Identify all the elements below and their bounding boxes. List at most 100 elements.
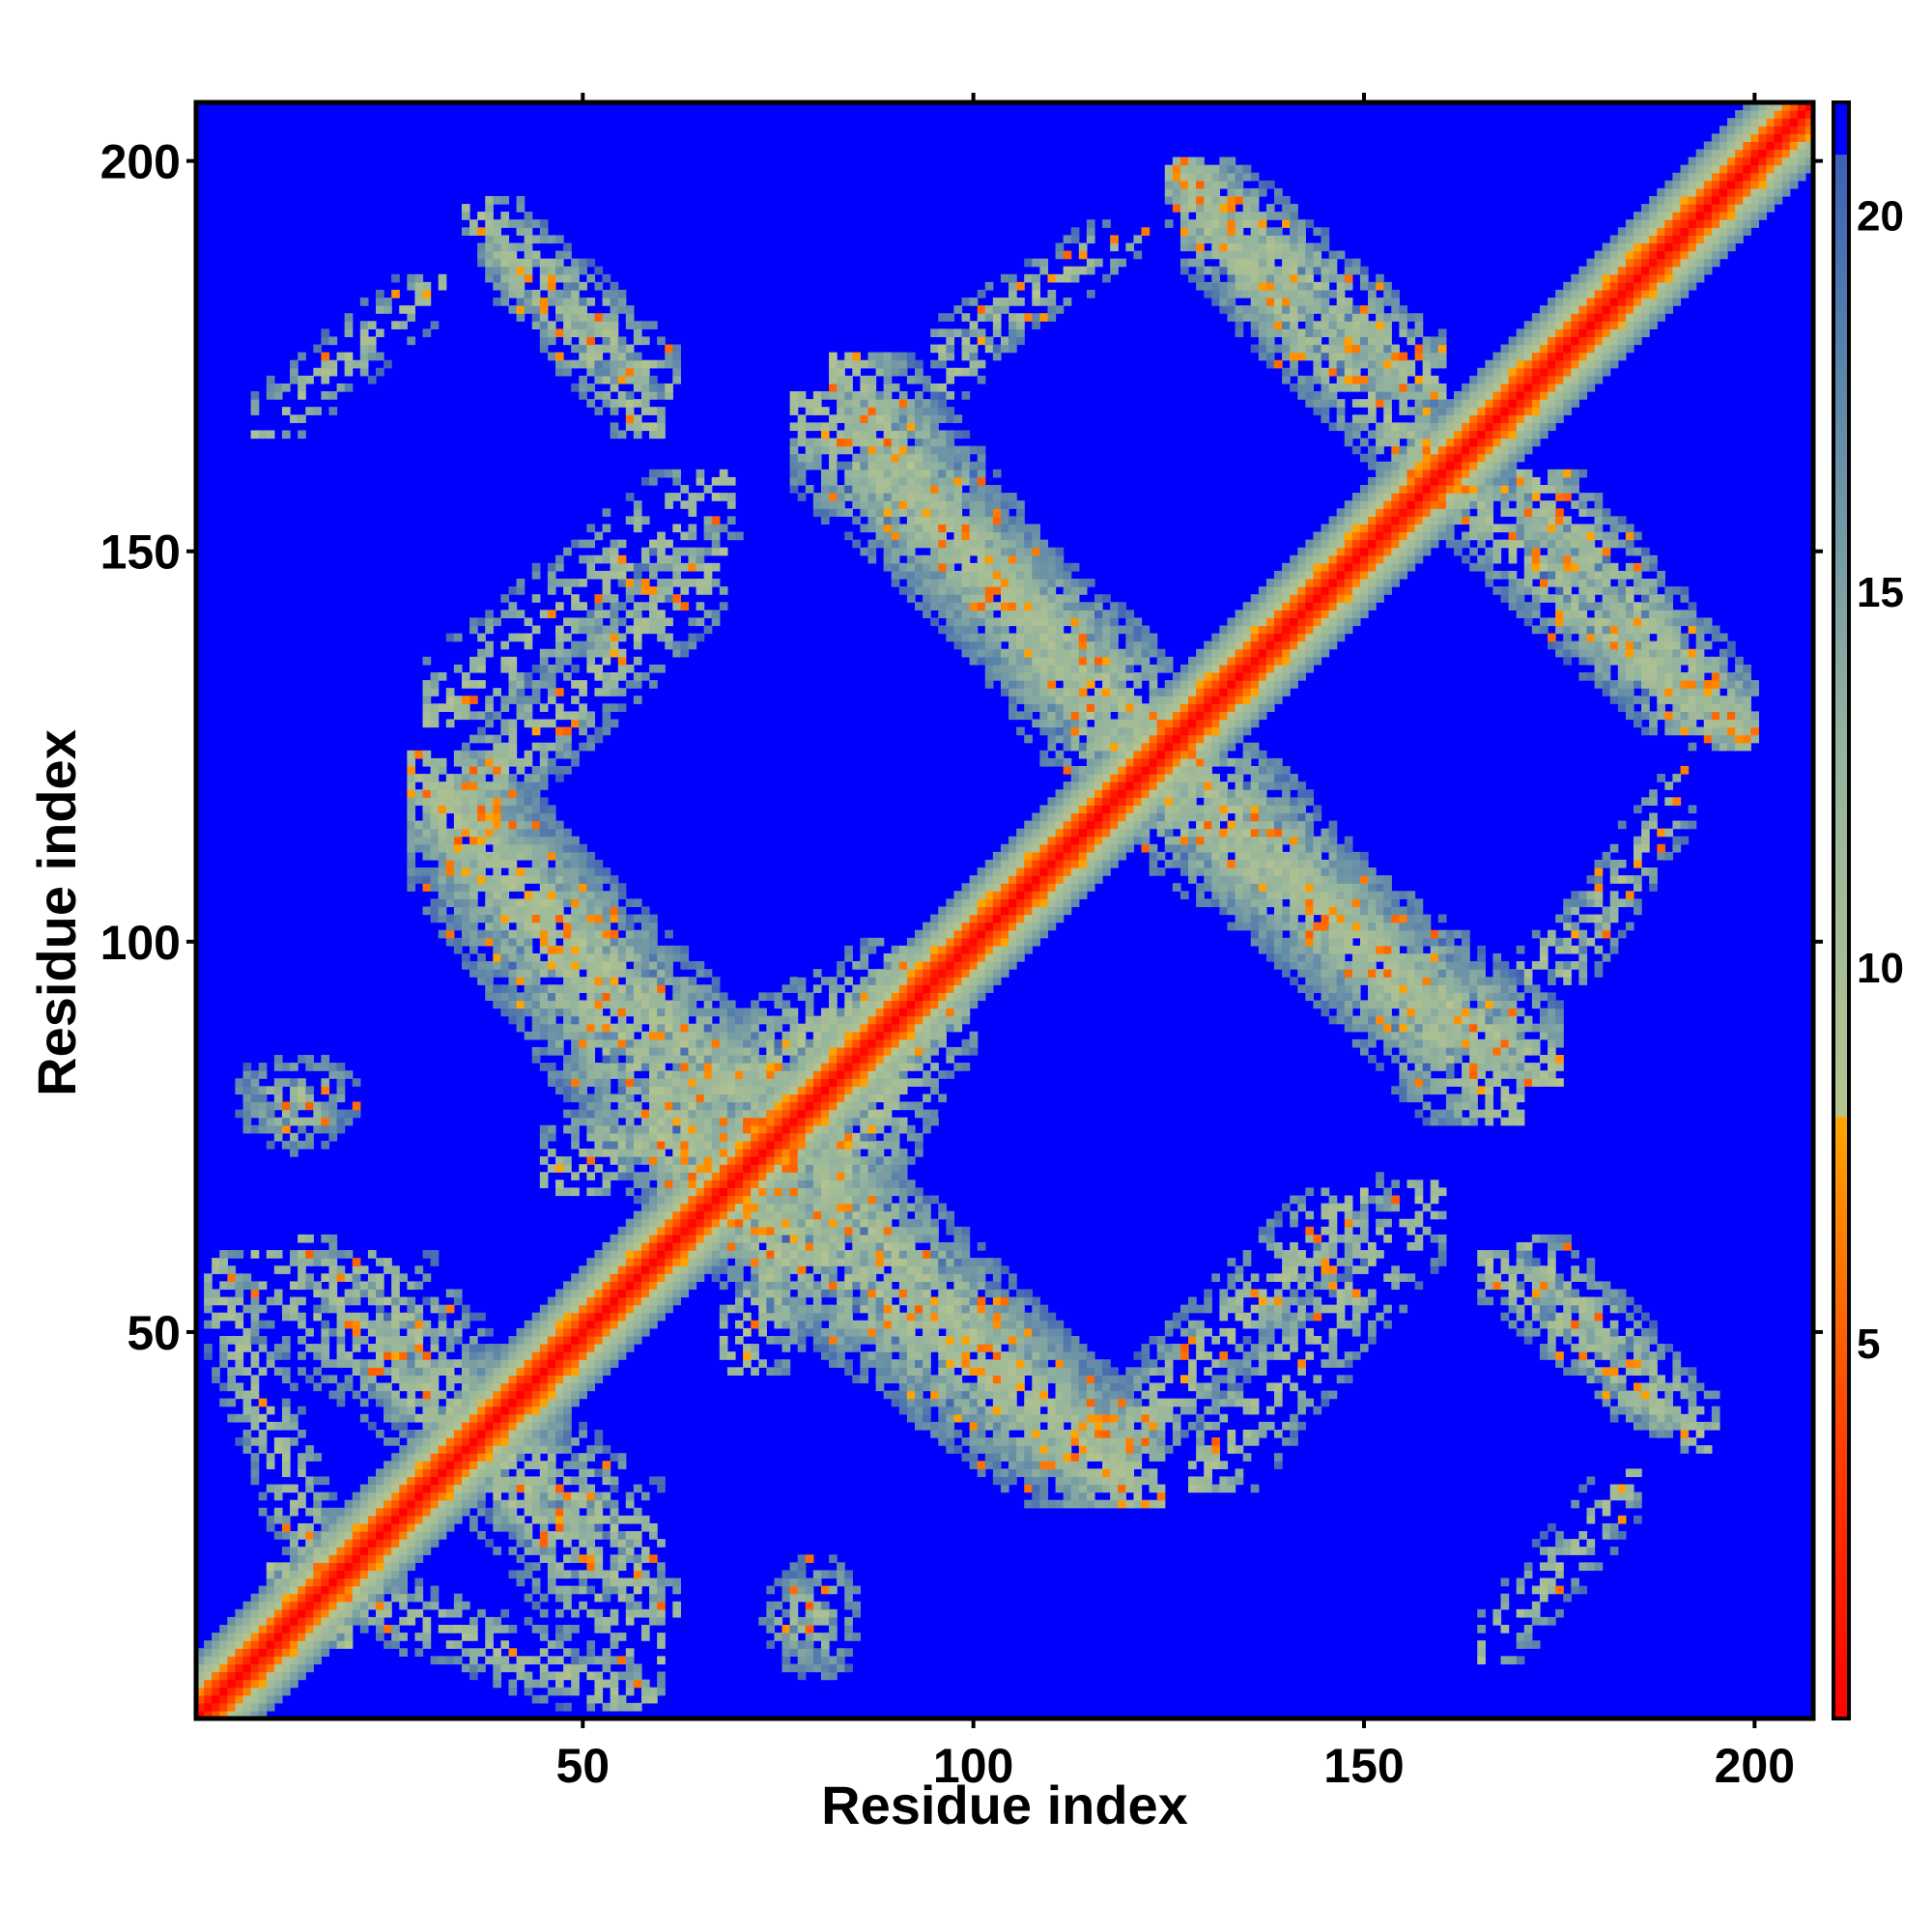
- heatmap-cell: [563, 992, 572, 1002]
- heatmap-cell: [469, 1312, 478, 1321]
- heatmap-cell: [469, 1492, 478, 1501]
- heatmap-cell: [212, 1679, 220, 1689]
- heatmap-cell: [633, 414, 642, 423]
- heatmap-cell: [703, 1226, 713, 1236]
- heatmap-cell: [273, 1593, 283, 1603]
- heatmap-cell: [602, 945, 611, 954]
- heatmap-cell: [594, 1531, 604, 1540]
- heatmap-cell: [594, 375, 604, 384]
- heatmap-cell: [751, 1156, 759, 1165]
- heatmap-cell: [657, 1117, 666, 1126]
- heatmap-cell: [640, 1210, 650, 1220]
- heatmap-cell: [640, 1124, 650, 1134]
- heatmap-cell: [539, 937, 549, 947]
- heatmap-cell: [524, 984, 533, 993]
- heatmap-cell: [531, 1398, 541, 1407]
- heatmap-cell: [711, 1063, 721, 1071]
- heatmap-cell: [781, 1663, 791, 1673]
- heatmap-cell: [422, 1367, 432, 1376]
- heatmap-cell: [758, 1172, 767, 1180]
- heatmap-cell: [531, 688, 541, 696]
- heatmap-cell: [758, 1327, 767, 1337]
- heatmap-cell: [290, 1250, 298, 1259]
- heatmap-cell: [555, 867, 564, 876]
- heatmap-cell: [539, 797, 549, 806]
- heatmap-cell: [555, 1429, 564, 1438]
- heatmap-cell: [321, 1273, 330, 1282]
- heatmap-cell: [781, 1312, 791, 1321]
- heatmap-cell: [477, 1344, 486, 1352]
- heatmap-cell: [649, 961, 658, 970]
- heatmap-cell: [367, 1327, 377, 1337]
- heatmap-cell: [688, 617, 697, 627]
- heatmap-cell: [321, 1531, 330, 1540]
- heatmap-cell: [617, 602, 627, 611]
- heatmap-cell: [399, 1499, 408, 1509]
- heatmap-cell: [508, 1351, 518, 1360]
- heatmap-cell: [657, 1109, 666, 1119]
- heatmap-cell: [563, 328, 572, 338]
- heatmap-cell: [735, 1172, 744, 1180]
- heatmap-cell: [657, 336, 666, 346]
- heatmap-cell: [453, 1625, 463, 1634]
- heatmap-cell: [376, 1359, 384, 1368]
- heatmap-cell: [774, 1187, 783, 1197]
- heatmap-cell: [258, 1094, 268, 1103]
- heatmap-cell: [414, 1585, 424, 1595]
- heatmap-cell: [625, 1273, 635, 1282]
- heatmap-cell: [555, 1562, 564, 1572]
- heatmap-cell: [461, 1359, 470, 1368]
- heatmap-cell: [665, 969, 673, 978]
- heatmap-cell: [805, 1195, 814, 1205]
- heatmap-cell: [430, 1593, 440, 1603]
- heatmap-cell: [266, 1461, 275, 1469]
- heatmap-cell: [563, 977, 572, 985]
- heatmap-cell: [298, 1320, 306, 1329]
- heatmap-cell: [422, 703, 432, 712]
- heatmap-cell: [594, 937, 604, 947]
- heatmap-cell: [812, 1601, 822, 1610]
- heatmap-cell: [571, 1038, 580, 1048]
- heatmap-cell: [250, 1421, 260, 1431]
- heatmap-cell: [321, 1320, 330, 1329]
- heatmap-cell: [571, 640, 580, 650]
- heatmap-cell: [812, 1250, 822, 1259]
- heatmap-cell: [594, 859, 604, 868]
- heatmap-cell: [547, 1687, 556, 1696]
- heatmap-cell: [610, 1289, 619, 1298]
- heatmap-cell: [227, 1351, 237, 1360]
- heatmap-cell: [313, 1585, 322, 1595]
- heatmap-cell: [640, 977, 650, 985]
- heatmap-cell: [399, 1445, 408, 1454]
- heatmap-cell: [477, 781, 486, 790]
- heatmap-cell: [774, 1335, 783, 1345]
- heatmap-cell: [469, 219, 478, 228]
- heatmap-cell: [657, 1671, 666, 1681]
- heatmap-cell: [555, 273, 564, 283]
- heatmap-cell: [391, 1375, 400, 1384]
- heatmap-cell: [273, 1656, 283, 1665]
- heatmap-cell: [313, 1640, 322, 1649]
- heatmap-cell: [563, 1570, 572, 1579]
- heatmap-cell: [625, 586, 635, 595]
- heatmap-cell: [625, 1687, 635, 1696]
- heatmap-cell: [384, 1461, 392, 1469]
- heatmap-cell: [531, 1015, 541, 1025]
- heatmap-cell: [735, 1164, 744, 1173]
- heatmap-cell: [298, 1078, 306, 1087]
- heatmap-cell: [594, 1359, 604, 1368]
- heatmap-cell: [328, 1507, 338, 1517]
- heatmap-cell: [610, 1156, 619, 1165]
- heatmap-cell: [414, 1382, 424, 1392]
- heatmap-cell: [571, 1382, 580, 1392]
- heatmap-cell: [555, 929, 564, 939]
- heatmap-cell: [328, 1640, 338, 1649]
- heatmap-cell: [547, 1070, 556, 1079]
- heatmap-cell: [516, 610, 526, 619]
- heatmap-cell: [774, 1203, 783, 1212]
- heatmap-cell: [469, 1398, 478, 1407]
- heatmap-cell: [344, 1562, 354, 1572]
- heatmap-cell: [579, 952, 587, 962]
- heatmap-cell: [571, 1679, 580, 1689]
- heatmap-cell: [610, 1531, 619, 1540]
